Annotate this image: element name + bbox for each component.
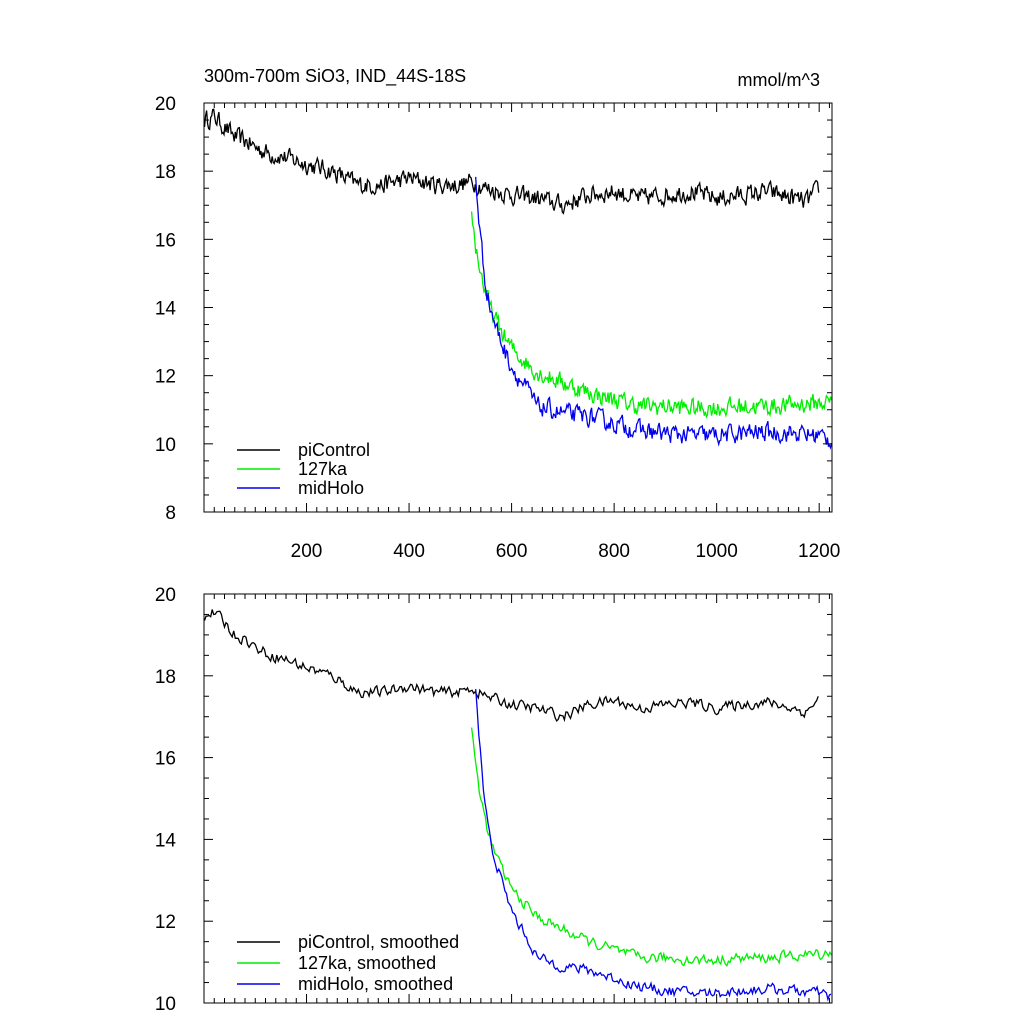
legend-label: midHolo, smoothed (298, 974, 453, 994)
series-line-picontrol (204, 108, 820, 215)
y-tick-label: 14 (155, 299, 177, 320)
legend-label: 127ka (298, 459, 348, 479)
legend-label: piControl, smoothed (298, 932, 459, 952)
x-tick-label: 1000 (696, 541, 738, 562)
x-tick-label: 600 (496, 541, 528, 562)
y-tick-label: 12 (155, 367, 176, 388)
series-line-midholo (475, 176, 832, 450)
series-line-127ka-smoothed (470, 727, 832, 968)
y-tick-label: 8 (165, 503, 176, 524)
y-tick-label: 14 (155, 830, 177, 851)
y-tick-label: 10 (155, 994, 176, 1015)
series-line-127ka (470, 211, 832, 419)
x-tick-label: 800 (598, 541, 630, 562)
chart-title: 300m-700m SiO3, IND_44S-18S (204, 66, 466, 87)
y-tick-label: 16 (155, 749, 176, 770)
y-tick-label: 18 (155, 162, 176, 183)
y-tick-label: 20 (155, 94, 176, 115)
legend-label: 127ka, smoothed (298, 953, 436, 973)
y-tick-label: 20 (155, 585, 176, 606)
y-tick-label: 10 (155, 435, 176, 456)
y-tick-label: 16 (155, 230, 176, 251)
x-tick-label: 200 (291, 541, 323, 562)
series-line-midholo-smoothed (475, 689, 832, 1002)
x-tick-label: 1200 (798, 541, 840, 562)
legend-label: midHolo (298, 478, 364, 498)
y-tick-label: 18 (155, 667, 176, 688)
units-label: mmol/m^3 (738, 70, 820, 90)
y-tick-label: 12 (155, 912, 176, 933)
series-line-picontrol-smoothed (204, 609, 819, 723)
x-tick-label: 400 (393, 541, 425, 562)
top-panel: 300m-700m SiO3, IND_44S-18S mmol/m^3 8 10… (155, 66, 840, 562)
legend-label: piControl (298, 440, 370, 460)
